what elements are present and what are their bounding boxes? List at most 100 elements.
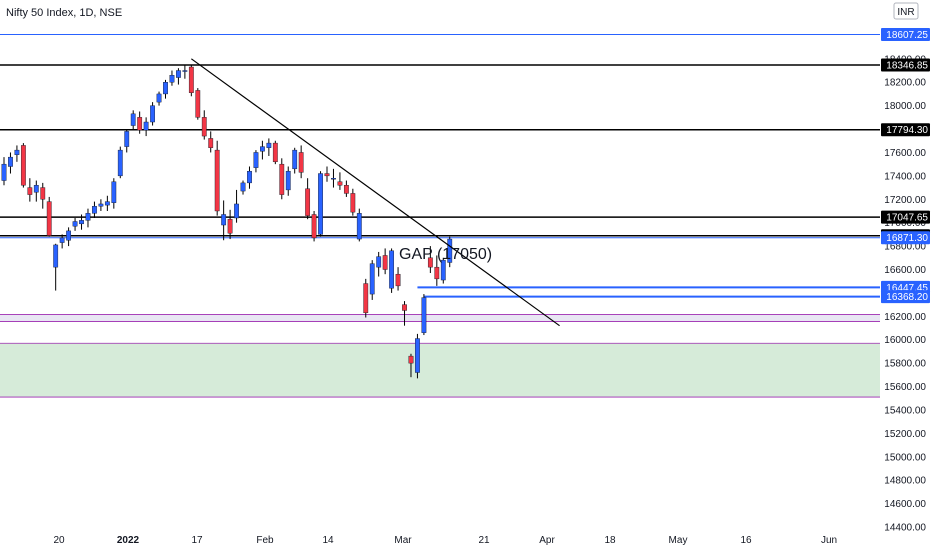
candle <box>324 166 330 182</box>
candle-body <box>279 163 285 195</box>
candle <box>195 88 201 120</box>
candles-layer <box>1 64 453 379</box>
candle-body <box>253 152 259 168</box>
time-tick-label: Mar <box>394 535 412 546</box>
price-tick-label: 16000.00 <box>884 335 926 346</box>
candle <box>318 171 323 237</box>
candle-body <box>395 273 401 287</box>
price-tick-label: 16800.00 <box>884 242 926 253</box>
candle-body <box>298 152 304 173</box>
candle <box>182 64 188 79</box>
candle-body <box>46 201 52 236</box>
candle <box>434 255 440 286</box>
price-tag-background <box>881 28 930 42</box>
price-axis-background <box>880 0 932 550</box>
price-tick-label: 17200.00 <box>884 195 926 206</box>
price-tick-label: 15400.00 <box>884 405 926 416</box>
time-tick-label: 20 <box>53 535 65 546</box>
candle-body <box>14 149 20 155</box>
candle <box>402 301 407 326</box>
price-tick-label: 14600.00 <box>884 499 926 510</box>
candle-body <box>343 185 349 194</box>
candle <box>415 333 420 379</box>
candle-body <box>214 149 220 212</box>
price-tag-label: 18607.25 <box>886 30 928 41</box>
candle-body <box>415 338 420 373</box>
candle-body <box>201 117 207 137</box>
price-tick-label: 18200.00 <box>884 78 926 89</box>
candle <box>447 236 453 268</box>
zone-0 <box>0 314 880 322</box>
candle-body <box>98 203 104 207</box>
candle <box>59 234 65 249</box>
candle <box>272 140 278 165</box>
candle <box>266 138 272 156</box>
candle-body <box>182 70 188 72</box>
time-tick-label: Feb <box>256 535 274 546</box>
candle-body <box>402 304 407 311</box>
candle <box>40 182 46 209</box>
candle-body <box>227 218 233 234</box>
candle-body <box>176 70 181 78</box>
candle-body <box>137 117 143 131</box>
candle-body <box>272 142 278 163</box>
zone-1 <box>0 343 880 398</box>
candle <box>143 117 149 137</box>
candle-body <box>92 206 97 214</box>
candle-body <box>337 181 343 186</box>
candle <box>427 246 433 274</box>
candle <box>20 143 26 188</box>
chart-title: Nifty 50 Index, 1D, NSE <box>6 7 122 19</box>
price-tick-label: 17400.00 <box>884 171 926 182</box>
price-tick-label: 14800.00 <box>884 476 926 487</box>
trendline-layer <box>190 58 560 327</box>
candle-body <box>188 66 194 93</box>
candle-body <box>169 75 175 83</box>
price-tag: 16368.20 <box>881 290 930 304</box>
candle-body <box>376 256 382 268</box>
candle <box>8 152 13 174</box>
candle <box>92 201 97 218</box>
price-tag-label: 17794.30 <box>886 125 928 136</box>
price-tick-label: 16200.00 <box>884 312 926 323</box>
candle-body <box>260 146 265 152</box>
candle-body <box>143 121 149 131</box>
candle <box>305 178 311 220</box>
candle-body <box>117 149 123 177</box>
currency-badge[interactable] <box>893 2 919 20</box>
candle <box>331 168 336 188</box>
candle <box>1 157 7 186</box>
levels-layer <box>0 34 880 298</box>
price-tick-label: 15600.00 <box>884 382 926 393</box>
time-tick-label: 17 <box>191 535 203 546</box>
candle <box>395 267 401 291</box>
price-tag: 16871.30 <box>881 231 930 245</box>
candle <box>156 91 162 106</box>
price-tag-background <box>881 231 930 245</box>
candle <box>221 200 227 241</box>
price-tag-background <box>881 58 930 72</box>
price-tick-label: 15200.00 <box>884 429 926 440</box>
candle <box>279 158 285 200</box>
candle <box>227 209 233 240</box>
candle <box>214 140 220 216</box>
candle-body <box>163 82 168 95</box>
candle <box>117 146 123 179</box>
candle-body <box>79 220 84 225</box>
price-tag: 17047.65 <box>881 210 930 224</box>
candle-body <box>104 201 110 206</box>
candle <box>363 278 369 318</box>
price-tick-label: 15000.00 <box>884 452 926 463</box>
level-tags-layer: 18607.2518346.8517794.3017047.6516887.90… <box>881 28 930 304</box>
candle <box>188 64 194 97</box>
candle <box>253 150 259 173</box>
candle <box>247 166 252 189</box>
candle-body <box>427 257 433 268</box>
candle <box>163 79 168 99</box>
candle <box>311 210 317 242</box>
time-axis[interactable]: 20 2022 17 Feb 14 Mar 21 Apr 18 May 16 Jun <box>53 535 837 546</box>
candle-body <box>311 214 317 239</box>
candle <box>201 110 207 140</box>
